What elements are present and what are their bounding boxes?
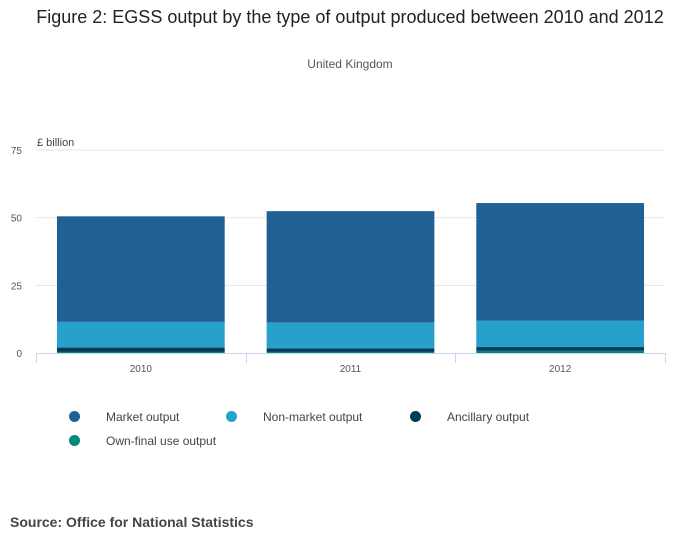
chart-subtitle: United Kingdom (307, 57, 393, 71)
legend-marker-own-final-use-output (69, 435, 80, 446)
bar-stack-2010[interactable] (56, 216, 225, 353)
bar-stack-2012[interactable] (476, 203, 645, 353)
x-tick-label-2010: 2010 (130, 364, 153, 375)
y-axis: 0 25 50 75 (11, 146, 23, 360)
bar-stack-2011[interactable] (266, 211, 435, 353)
bar-segment-own-final-use-output-2011[interactable] (266, 351, 435, 353)
bar-segment-ancillary-output-2010[interactable] (56, 347, 225, 352)
legend-label: Own-final use output (106, 434, 217, 448)
source-note: Source: Office for National Statistics (10, 514, 254, 530)
legend-marker-ancillary-output (410, 411, 421, 422)
bar-segment-non-market-output-2010[interactable] (56, 321, 225, 348)
bar-stacks (56, 203, 645, 353)
y-tick-label-75: 75 (11, 146, 23, 157)
y-tick-label-0: 0 (16, 349, 22, 360)
bar-segment-market-output-2010[interactable] (56, 216, 225, 322)
bar-segment-ancillary-output-2012[interactable] (476, 347, 645, 351)
bar-segment-non-market-output-2012[interactable] (476, 320, 645, 348)
bar-segment-ancillary-output-2011[interactable] (266, 348, 435, 352)
bar-segment-own-final-use-output-2010[interactable] (56, 351, 225, 353)
legend-marker-non-market-output (226, 411, 237, 422)
x-axis: 2010 2011 2012 (36, 353, 666, 375)
x-tick-label-2012: 2012 (549, 364, 572, 375)
x-tick-label-2011: 2011 (340, 364, 362, 375)
bar-segment-market-output-2012[interactable] (476, 203, 645, 321)
y-tick-label-25: 25 (11, 281, 23, 292)
legend-marker-market-output (69, 411, 80, 422)
legend-label: Non-market output (263, 410, 363, 424)
y-tick-label-50: 50 (11, 214, 23, 225)
bar-segment-market-output-2011[interactable] (266, 211, 435, 323)
bar-segment-non-market-output-2011[interactable] (266, 322, 435, 349)
legend-label: Ancillary output (447, 410, 530, 424)
y-axis-unit-label: £ billion (37, 137, 74, 149)
bar-segment-own-final-use-output-2012[interactable] (476, 350, 645, 353)
legend-label: Market output (106, 410, 180, 424)
chart-title: Figure 2: EGSS output by the type of out… (36, 7, 664, 27)
